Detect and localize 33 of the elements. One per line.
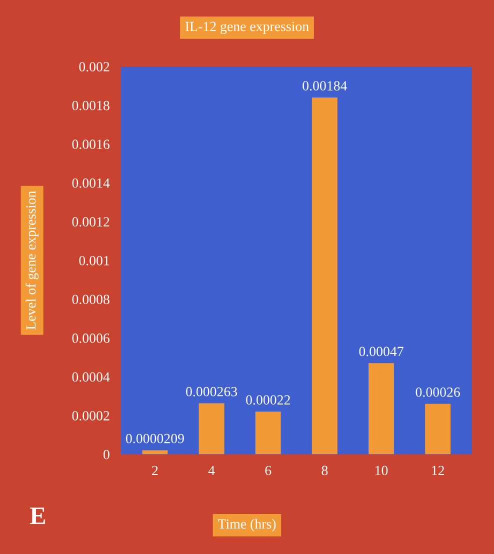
y-tick-label: 0.0004 [72, 372, 110, 382]
y-tick-label: 0.0008 [72, 294, 110, 304]
y-tick-label: 0.0016 [72, 140, 110, 150]
x-axis-title: Time (hrs) [218, 518, 276, 532]
data-label: 0.000263 [186, 386, 238, 396]
y-tick-label: 0.0006 [72, 334, 110, 343]
data-label: 0.00022 [246, 395, 290, 405]
x-tick-label: 12 [432, 466, 444, 476]
x-tick-label: 6 [265, 466, 272, 476]
bar [368, 363, 394, 454]
x-tick-label: 8 [322, 466, 328, 476]
y-tick-label: 0.0014 [72, 178, 110, 188]
bar [312, 98, 338, 454]
bar [425, 404, 451, 454]
y-tick-label: 0.002 [79, 62, 110, 72]
y-tick-label: 0.001 [79, 256, 110, 266]
data-label: 0.00047 [359, 346, 404, 356]
data-label: 0.0000209 [126, 434, 184, 444]
text: E [30, 508, 46, 524]
x-tick-label: 2 [152, 466, 158, 476]
x-tick-label: 10 [376, 466, 388, 476]
x-tick-label: 4 [208, 466, 215, 476]
bar [255, 412, 281, 454]
y-axis-title: Level of gene expression [26, 190, 38, 330]
chart-title: IL-12 gene expression [185, 22, 309, 34]
y-tick-label: 0.0002 [72, 411, 110, 421]
y-tick-label: 0.0018 [72, 100, 110, 110]
y-tick-label: 0 [104, 450, 110, 460]
data-label: 0.00184 [302, 81, 348, 91]
data-label: 0.00026 [416, 388, 460, 397]
bar [198, 403, 224, 454]
bar [142, 450, 168, 454]
y-tick-label: 0.0012 [72, 217, 110, 227]
